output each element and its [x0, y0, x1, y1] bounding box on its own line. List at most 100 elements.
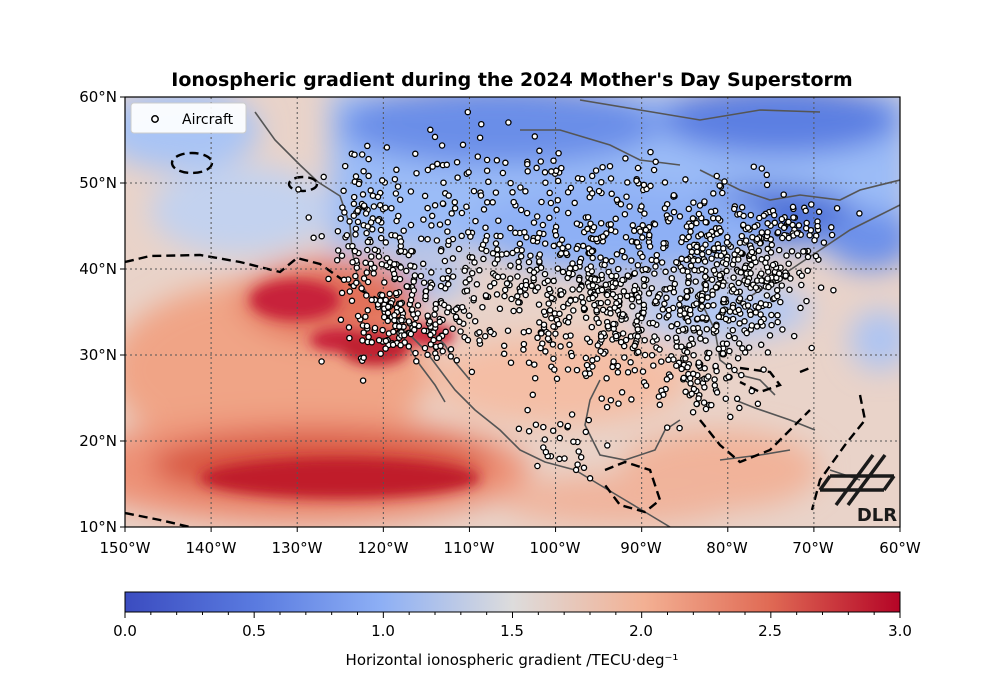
aircraft-marker: [374, 217, 382, 224]
aircraft-marker: [701, 273, 709, 280]
aircraft-marker: [752, 284, 760, 291]
aircraft-marker: [758, 277, 765, 284]
aircraft-marker: [429, 163, 436, 170]
aircraft-marker: [618, 389, 626, 396]
aircraft-marker: [471, 317, 479, 325]
aircraft-marker: [461, 267, 468, 274]
aircraft-marker: [507, 262, 514, 269]
aircraft-marker: [369, 226, 376, 233]
aircraft-marker: [463, 287, 471, 294]
aircraft-marker: [686, 374, 694, 382]
aircraft-marker: [757, 318, 765, 326]
aircraft-marker: [552, 330, 559, 337]
aircraft-marker: [431, 133, 439, 141]
aircraft-marker: [695, 210, 703, 218]
aircraft-marker: [546, 285, 553, 293]
aircraft-marker: [391, 175, 399, 183]
aircraft-marker: [556, 434, 564, 442]
aircraft-marker: [676, 213, 684, 220]
aircraft-marker: [396, 275, 404, 283]
aircraft-marker: [707, 208, 715, 215]
aircraft-marker: [688, 222, 695, 230]
aircraft-marker: [649, 319, 657, 327]
aircraft-marker: [378, 291, 386, 299]
legend: Aircraft: [130, 102, 247, 134]
aircraft-marker: [702, 405, 710, 413]
aircraft-marker: [495, 217, 502, 224]
aircraft-marker: [778, 215, 786, 223]
aircraft-marker: [575, 448, 582, 455]
aircraft-marker: [752, 309, 760, 316]
aircraft-marker: [682, 355, 689, 362]
aircraft-marker: [738, 204, 746, 211]
aircraft-marker: [532, 421, 540, 428]
aircraft-marker: [578, 175, 586, 183]
aircraft-marker: [690, 351, 697, 359]
aircraft-marker: [517, 253, 525, 260]
aircraft-marker: [489, 250, 497, 257]
aircraft-marker: [653, 251, 661, 259]
aircraft-marker: [609, 363, 616, 371]
x-tick-label: 140°W: [186, 539, 237, 557]
aircraft-marker: [652, 263, 659, 270]
aircraft-marker: [604, 442, 611, 449]
aircraft-marker: [430, 336, 437, 344]
aircraft-marker: [527, 252, 534, 259]
dlr-logo: DLR: [818, 453, 897, 526]
aircraft-marker: [533, 164, 540, 172]
aircraft-marker: [570, 438, 577, 445]
aircraft-marker: [720, 245, 727, 252]
aircraft-marker: [629, 222, 637, 229]
aircraft-marker: [363, 229, 370, 237]
aircraft-marker: [670, 266, 678, 273]
y-tick-label: 50°N: [79, 174, 117, 192]
aircraft-marker: [740, 212, 747, 220]
aircraft-marker: [368, 296, 375, 304]
contour-line: [170, 151, 214, 175]
aircraft-marker: [420, 279, 428, 286]
aircraft-marker: [390, 328, 397, 336]
aircraft-marker: [368, 339, 376, 346]
aircraft-marker: [743, 329, 750, 337]
aircraft-marker: [424, 235, 431, 243]
aircraft-marker: [583, 361, 591, 369]
aircraft-marker: [386, 290, 393, 298]
aircraft-marker: [520, 346, 527, 353]
aircraft-marker: [480, 255, 487, 263]
aircraft-marker: [591, 276, 599, 283]
aircraft-marker: [359, 337, 366, 344]
y-tick-label: 30°N: [79, 346, 117, 364]
aircraft-marker: [804, 253, 812, 261]
aircraft-marker: [525, 327, 533, 335]
aircraft-marker: [783, 252, 790, 259]
aircraft-marker: [734, 247, 741, 254]
aircraft-marker: [612, 215, 619, 223]
aircraft-marker: [541, 240, 549, 247]
aircraft-marker: [670, 191, 678, 199]
aircraft-marker: [544, 277, 552, 285]
aircraft-marker: [364, 223, 372, 230]
x-tick-label: 80°W: [706, 539, 748, 557]
aircraft-marker: [687, 228, 694, 235]
aircraft-marker: [651, 333, 658, 340]
aircraft-marker: [589, 282, 597, 289]
aircraft-marker: [774, 318, 781, 326]
aircraft-marker: [371, 246, 379, 254]
aircraft-marker: [631, 286, 638, 294]
aircraft-marker: [379, 326, 386, 334]
aircraft-marker: [305, 214, 312, 221]
aircraft-marker: [476, 134, 484, 141]
aircraft-marker: [445, 192, 452, 199]
aircraft-marker: [758, 165, 766, 172]
aircraft-marker: [748, 387, 756, 395]
aircraft-marker: [648, 284, 656, 292]
aircraft-marker: [546, 214, 553, 222]
aircraft-marker: [443, 161, 451, 169]
aircraft-marker: [408, 306, 416, 313]
field-hotspots: [200, 280, 480, 498]
aircraft-marker: [802, 207, 809, 215]
aircraft-marker: [712, 284, 720, 291]
aircraft-marker: [711, 382, 719, 389]
aircraft-marker: [814, 222, 821, 230]
aircraft-marker: [364, 307, 371, 314]
